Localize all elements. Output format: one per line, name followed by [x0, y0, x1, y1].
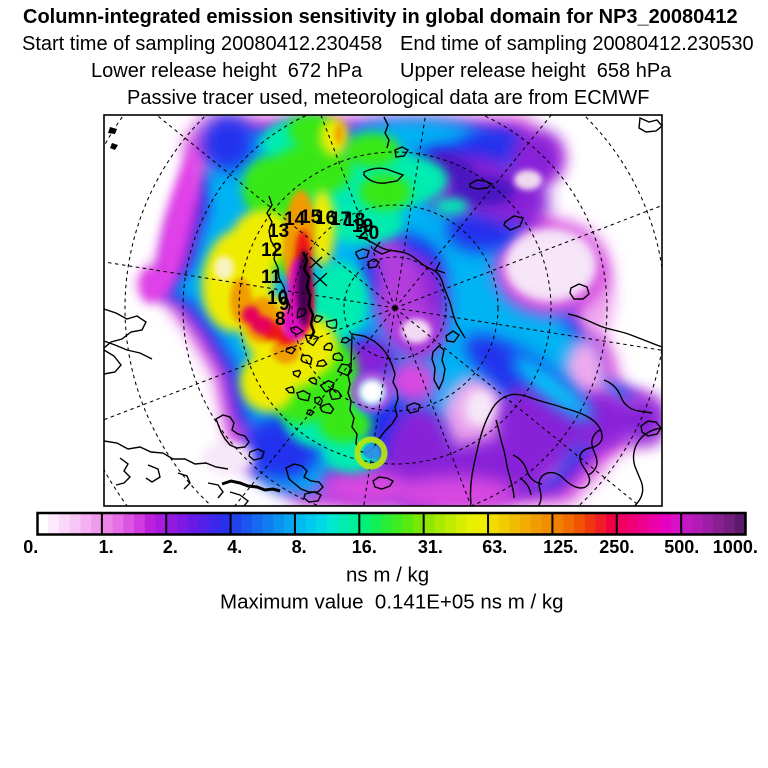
- svg-text:31.: 31.: [418, 537, 443, 557]
- svg-text:Maximum value 0.141E+05 ns m: Maximum value 0.141E+05 ns m / kg: [220, 591, 564, 614]
- svg-text:12: 12: [261, 240, 282, 261]
- svg-text:14: 14: [284, 209, 306, 230]
- svg-text:ns m / kg: ns m / kg: [346, 564, 429, 587]
- svg-text:11: 11: [261, 267, 282, 288]
- svg-text:Column-integrated emission sen: Column-integrated emission sensitivity i…: [23, 6, 738, 28]
- svg-text:1.: 1.: [99, 537, 114, 557]
- svg-text:250.: 250.: [599, 537, 634, 557]
- svg-text:63.: 63.: [482, 537, 507, 557]
- svg-text:Passive tracer used, meteorolo: Passive tracer used, meteorological data…: [127, 87, 649, 109]
- svg-text:20: 20: [358, 223, 379, 244]
- svg-text:15: 15: [300, 207, 322, 228]
- svg-text:9: 9: [279, 294, 290, 315]
- svg-text:18: 18: [344, 210, 365, 231]
- svg-text:End time of sampling 20080412.: End time of sampling 20080412.230530: [400, 33, 754, 55]
- svg-text:Lower release height 672 hPa: Lower release height 672 hPa: [91, 60, 363, 82]
- svg-text:16: 16: [315, 208, 336, 229]
- svg-text:16.: 16.: [352, 537, 377, 557]
- svg-text:8.: 8.: [292, 537, 307, 557]
- svg-text:17: 17: [330, 209, 351, 230]
- svg-text:13: 13: [268, 221, 289, 242]
- svg-text:Upper release height 658 hPa: Upper release height 658 hPa: [400, 60, 672, 82]
- svg-text:10: 10: [267, 288, 288, 309]
- svg-text:500.: 500.: [664, 537, 699, 557]
- svg-text:8: 8: [275, 309, 286, 330]
- svg-text:1000.: 1000.: [713, 537, 758, 557]
- svg-text:4.: 4.: [227, 537, 242, 557]
- svg-text:19: 19: [352, 216, 373, 237]
- svg-text:125.: 125.: [543, 537, 578, 557]
- svg-text:2.: 2.: [163, 537, 178, 557]
- svg-text:Start time of sampling 2008041: Start time of sampling 20080412.230458: [22, 33, 382, 55]
- svg-text:0.: 0.: [23, 537, 38, 557]
